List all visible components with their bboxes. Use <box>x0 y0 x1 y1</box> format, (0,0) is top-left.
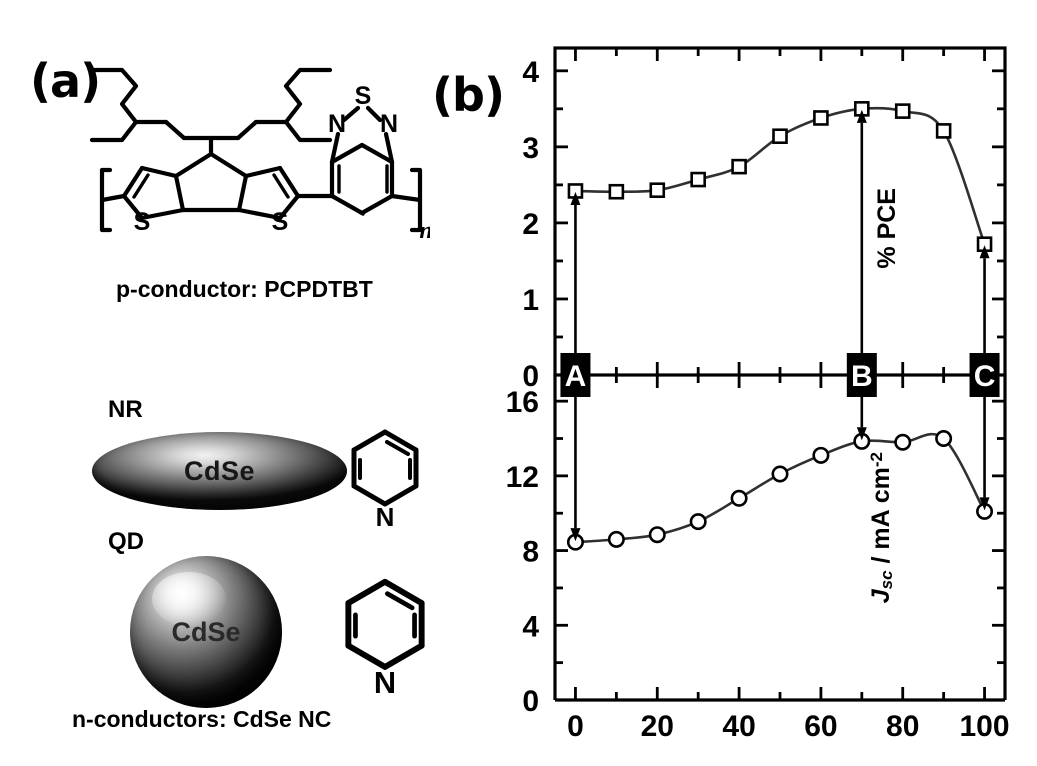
y-tick-label-jsc: 12 <box>506 461 539 494</box>
sample-marker-label: A <box>565 360 587 393</box>
x-tick-label: 20 <box>641 710 674 743</box>
sample-marker-label: C <box>974 360 996 393</box>
y-tick-label-pce: 4 <box>522 56 539 89</box>
atom-label-n-left: N <box>328 110 346 138</box>
sample-marker-label: B <box>851 360 873 393</box>
jsc-data-point <box>894 433 912 451</box>
jsc-data-point <box>853 432 871 450</box>
y-axis-title-pce: % PCE <box>873 188 901 269</box>
y-tick-label-pce: 3 <box>522 132 539 165</box>
jsc-data-point <box>607 530 625 548</box>
x-tick-label: 0 <box>567 710 584 743</box>
panel-b-chart: (b) 0 1 2 3 4 0 4 8 12 16 0 20 40 60 80 100 A B C % PCE Js… <box>430 0 1037 766</box>
jsc-symbol: J <box>867 589 895 604</box>
sample-marker-badge[interactable] <box>560 353 591 397</box>
pce-data-point <box>976 236 993 252</box>
x-tick-label: 100 <box>960 710 1010 743</box>
jsc-exponent: -2 <box>867 452 886 468</box>
jsc-data-point <box>771 465 789 483</box>
y-tick-label-jsc: 16 <box>506 386 539 419</box>
atom-label-n-right: N <box>380 110 398 138</box>
pce-data-point <box>854 101 870 117</box>
panel-b-label: (b) <box>432 68 505 122</box>
pyridine-molecule-quantum-dot: N <box>345 578 425 700</box>
quantum-dot-material-label: CdSe <box>171 616 241 647</box>
nanorod-label: NR <box>108 396 143 423</box>
p-conductor-caption: p-conductor: PCPDTBT <box>116 276 373 302</box>
y-axis-title-jsc: Jsc / mA cm-2 <box>867 452 897 603</box>
panel-a-label: (a) <box>30 54 101 108</box>
pyridine-molecule-nanorod: N <box>351 429 419 532</box>
panel-a-schematic: (a) <box>0 0 445 766</box>
n-conductor-caption: n-conductors: CdSe NC <box>72 706 332 732</box>
x-tick-label: 80 <box>886 710 919 743</box>
x-tick-label: 40 <box>722 710 755 743</box>
sample-marker-badge[interactable] <box>969 353 1000 397</box>
jsc-curve <box>574 432 986 544</box>
polymer-repeat-label: n <box>419 218 430 244</box>
pce-data-point <box>690 171 706 188</box>
atom-label-s-right: S <box>272 208 289 236</box>
jsc-data-point <box>812 446 830 464</box>
y-tick-label-jsc: 4 <box>522 610 539 643</box>
pce-data-point <box>772 128 788 145</box>
pce-data-point <box>649 182 666 199</box>
sample-marker-badge[interactable] <box>846 353 877 397</box>
pce-data-point <box>731 158 747 175</box>
x-tick-label: 60 <box>804 710 837 743</box>
y-tick-label-jsc: 8 <box>522 536 539 569</box>
quantum-dot-label: QD <box>108 528 144 555</box>
y-tick-label-pce: 2 <box>522 208 539 241</box>
y-tick-label-jsc: 0 <box>522 685 539 718</box>
jsc-data-point <box>730 489 748 507</box>
pcpdtbt-structure-diagram: S S N S N n <box>89 67 430 244</box>
jsc-data-point <box>689 513 707 531</box>
jsc-data-point <box>976 502 994 520</box>
pce-data-point <box>935 123 952 139</box>
jsc-subscript: sc <box>877 570 896 590</box>
pce-data-point <box>894 103 911 119</box>
nanorod-illustration <box>92 432 347 510</box>
pce-data-point <box>608 183 625 200</box>
atom-label-s-thiadiazole: S <box>355 82 372 110</box>
pce-data-point <box>567 183 584 199</box>
y-tick-label-pce: 0 <box>522 360 539 393</box>
jsc-units: / mA cm <box>867 467 895 571</box>
pce-data-point <box>813 110 829 126</box>
pyridine-nitrogen-label: N <box>374 665 396 700</box>
jsc-data-point <box>566 533 584 551</box>
jsc-data-point <box>648 526 666 544</box>
pyridine-nitrogen-label: N <box>376 502 395 532</box>
jsc-data-point <box>935 430 953 448</box>
nanorod-material-label: CdSe <box>183 455 256 486</box>
atom-label-s-left: S <box>134 208 151 236</box>
y-tick-label-pce: 1 <box>522 284 539 317</box>
